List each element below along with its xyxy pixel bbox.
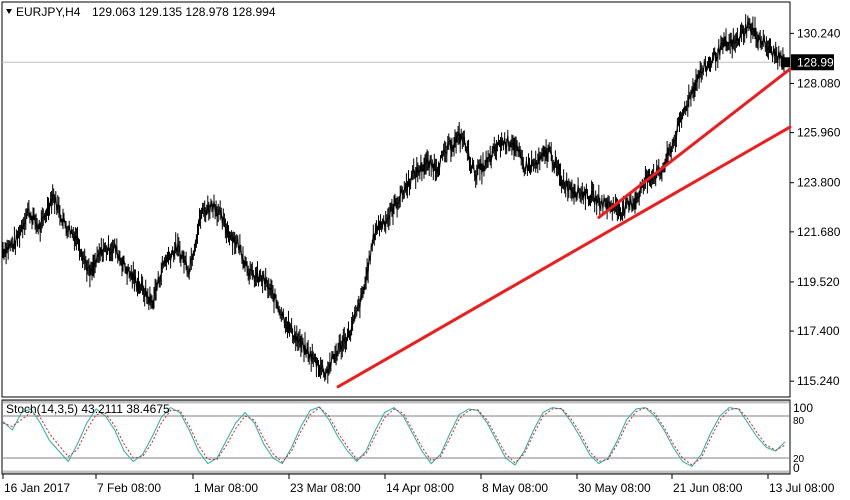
last-price-badge bbox=[791, 54, 834, 71]
time-tick-label: 30 May 08:00 bbox=[578, 481, 651, 495]
time-tick-label: 7 Feb 08:00 bbox=[97, 481, 161, 495]
last-price-label: 128.994 bbox=[781, 54, 841, 71]
time-tick-label: 8 May 08:00 bbox=[482, 481, 548, 495]
stoch-level-20: 20 bbox=[793, 454, 805, 465]
collapse-triangle-icon[interactable] bbox=[6, 9, 12, 14]
time-tick-label: 13 Jul 08:00 bbox=[769, 481, 835, 495]
price-line bbox=[2, 21, 786, 378]
stochastic-label: Stoch(14,3,5) 43.2111 38.4675 bbox=[6, 402, 170, 416]
price-pane-border bbox=[1, 1, 791, 398]
price-pane: 130.240 128.080 125.960 123.800 121.680 119.5… bbox=[1, 1, 841, 398]
stochastic-series bbox=[2, 406, 786, 468]
ohlc-values: 129.063 129.135 128.978 128.994 bbox=[92, 5, 276, 19]
stoch-level-80: 80 bbox=[793, 416, 805, 427]
time-tick-label: 23 Mar 08:00 bbox=[290, 481, 361, 495]
last-price-value: 128.994 bbox=[797, 55, 841, 69]
price-tick-label: 123.800 bbox=[797, 176, 841, 190]
last-price-arrow-icon bbox=[781, 57, 790, 68]
price-tick-label: 115.240 bbox=[797, 374, 840, 388]
time-tick-label: 14 Apr 08:00 bbox=[386, 481, 454, 495]
stochastic-levels bbox=[3, 400, 789, 474]
stoch-level-0: 0 bbox=[793, 461, 800, 475]
price-tick-label: 125.960 bbox=[797, 126, 841, 140]
trendline[interactable] bbox=[597, 67, 792, 219]
time-tick-label: 1 Mar 08:00 bbox=[194, 481, 258, 495]
time-axis: 16 Jan 2017 7 Feb 08:00 1 Mar 08:00 23 Mar … bbox=[2, 473, 835, 495]
price-series bbox=[2, 14, 786, 384]
trendline[interactable] bbox=[336, 125, 792, 389]
stochastic-pane: Stoch(14,3,5) 43.2111 38.4675 100 80 20 … bbox=[1, 399, 813, 475]
stoch-main-line bbox=[2, 406, 786, 468]
time-tick-label: 21 Jun 08:00 bbox=[673, 481, 743, 495]
price-tick-label: 119.520 bbox=[797, 275, 840, 289]
trendlines bbox=[336, 67, 792, 389]
stoch-signal-line bbox=[2, 406, 786, 466]
price-tick-label: 117.400 bbox=[797, 324, 840, 338]
price-tick-label: 130.240 bbox=[797, 26, 841, 40]
price-axis: 130.240 128.080 125.960 123.800 121.680 119.5… bbox=[790, 26, 841, 388]
price-tick-label: 121.680 bbox=[797, 225, 841, 239]
time-tick-label: 16 Jan 2017 bbox=[4, 481, 70, 495]
symbol-label: EURJPY,H4 bbox=[16, 5, 81, 19]
price-tick-label: 128.080 bbox=[797, 76, 841, 90]
stoch-level-100: 100 bbox=[793, 401, 813, 415]
